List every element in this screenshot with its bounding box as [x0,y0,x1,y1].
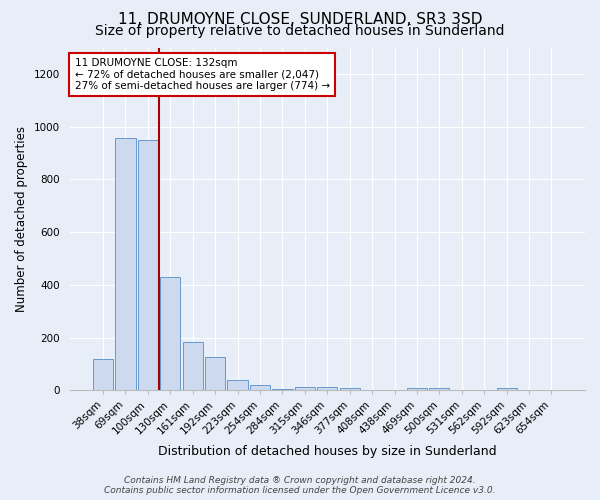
Text: 11, DRUMOYNE CLOSE, SUNDERLAND, SR3 3SD: 11, DRUMOYNE CLOSE, SUNDERLAND, SR3 3SD [118,12,482,28]
Bar [407,388,427,390]
Y-axis label: Number of detached properties: Number of detached properties [15,126,28,312]
Text: Size of property relative to detached houses in Sunderland: Size of property relative to detached ho… [95,24,505,38]
Bar [295,387,315,390]
Bar [115,138,136,390]
Bar [182,342,203,390]
Bar [138,140,158,390]
Bar [227,380,248,390]
Bar [317,387,337,390]
X-axis label: Distribution of detached houses by size in Sunderland: Distribution of detached houses by size … [158,444,497,458]
Text: Contains HM Land Registry data ® Crown copyright and database right 2024.
Contai: Contains HM Land Registry data ® Crown c… [104,476,496,495]
Text: 11 DRUMOYNE CLOSE: 132sqm
← 72% of detached houses are smaller (2,047)
27% of se: 11 DRUMOYNE CLOSE: 132sqm ← 72% of detac… [74,58,330,91]
Bar [205,358,225,390]
Bar [340,388,360,390]
Bar [272,389,293,390]
Bar [429,388,449,390]
Bar [497,388,517,390]
Bar [250,385,270,390]
Bar [160,277,181,390]
Bar [93,358,113,390]
